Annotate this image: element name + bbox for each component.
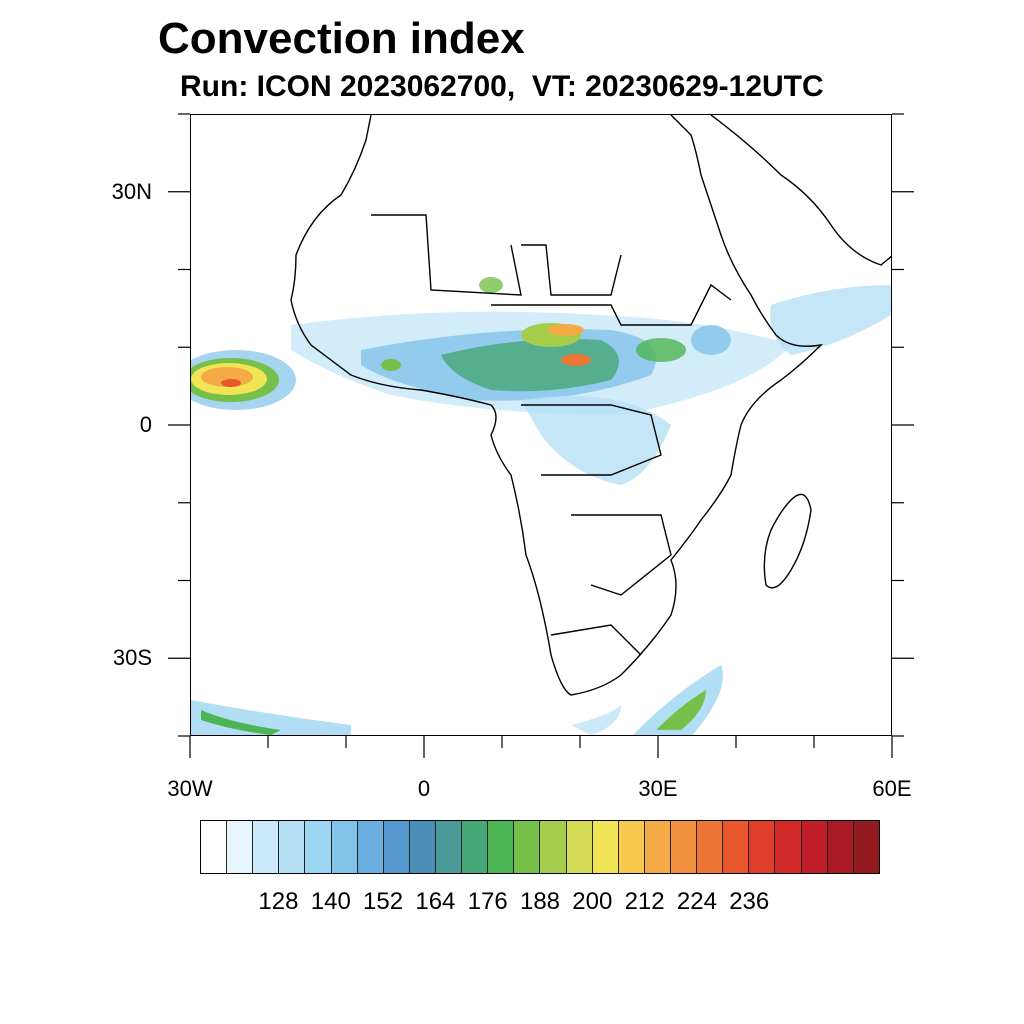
colorbar-swatch	[644, 821, 671, 873]
colorbar	[200, 820, 880, 874]
map-title: Convection index	[158, 14, 525, 63]
lat-label: 0	[139, 412, 152, 437]
colorbar-label: 224	[676, 888, 717, 915]
colorbar-swatch	[383, 821, 410, 873]
colorbar-swatch	[540, 821, 567, 873]
convection-field	[191, 277, 891, 735]
colorbar-swatch	[279, 821, 306, 873]
colorbar-label: 164	[415, 888, 456, 915]
colorbar-swatch	[853, 821, 879, 873]
colorbar-swatch	[462, 821, 489, 873]
lon-label: 30W	[167, 776, 213, 801]
map-panel	[190, 114, 892, 736]
colorbar-swatch	[409, 821, 436, 873]
colorbar-swatch	[670, 821, 698, 873]
lat-label: 30N	[111, 178, 152, 204]
map-subtitle: Run: ICON 2023062700, VT: 20230629-12UTC	[180, 70, 824, 103]
colorbar-label: 152	[363, 888, 404, 915]
lat-label: 30S	[112, 645, 152, 671]
colorbar-swatch	[488, 821, 515, 873]
colorbar-label: 200	[572, 888, 613, 915]
colorbar-swatch	[331, 821, 358, 873]
lon-label: 0	[417, 776, 431, 801]
colorbar-swatch	[723, 821, 750, 873]
lon-label: 60E	[872, 776, 912, 801]
colorbar-swatch	[775, 821, 802, 873]
colorbar-swatch	[514, 821, 541, 873]
colorbar-swatch	[566, 821, 593, 873]
colorbar-swatch	[749, 821, 776, 873]
colorbar-swatch	[253, 821, 280, 873]
colorbar-swatch	[435, 821, 463, 873]
colorbar-swatch	[592, 821, 619, 873]
colorbar-swatch	[201, 821, 228, 873]
colorbar-swatch	[801, 821, 828, 873]
africa-map	[191, 115, 891, 735]
colorbar-label: 236	[729, 888, 770, 915]
colorbar-swatch	[697, 821, 724, 873]
colorbar-swatch	[305, 821, 332, 873]
colorbar-swatch	[227, 821, 254, 873]
colorbar-label: 128	[258, 888, 299, 915]
lon-label: 30E	[638, 776, 678, 801]
colorbar-label: 212	[624, 888, 665, 915]
colorbar-label: 176	[467, 888, 508, 915]
colorbar-swatch	[618, 821, 645, 873]
coastlines	[290, 115, 891, 696]
colorbar-swatch	[357, 821, 384, 873]
colorbar-label: 140	[310, 888, 351, 915]
colorbar-label: 188	[519, 888, 561, 915]
colorbar-swatch	[827, 821, 854, 873]
